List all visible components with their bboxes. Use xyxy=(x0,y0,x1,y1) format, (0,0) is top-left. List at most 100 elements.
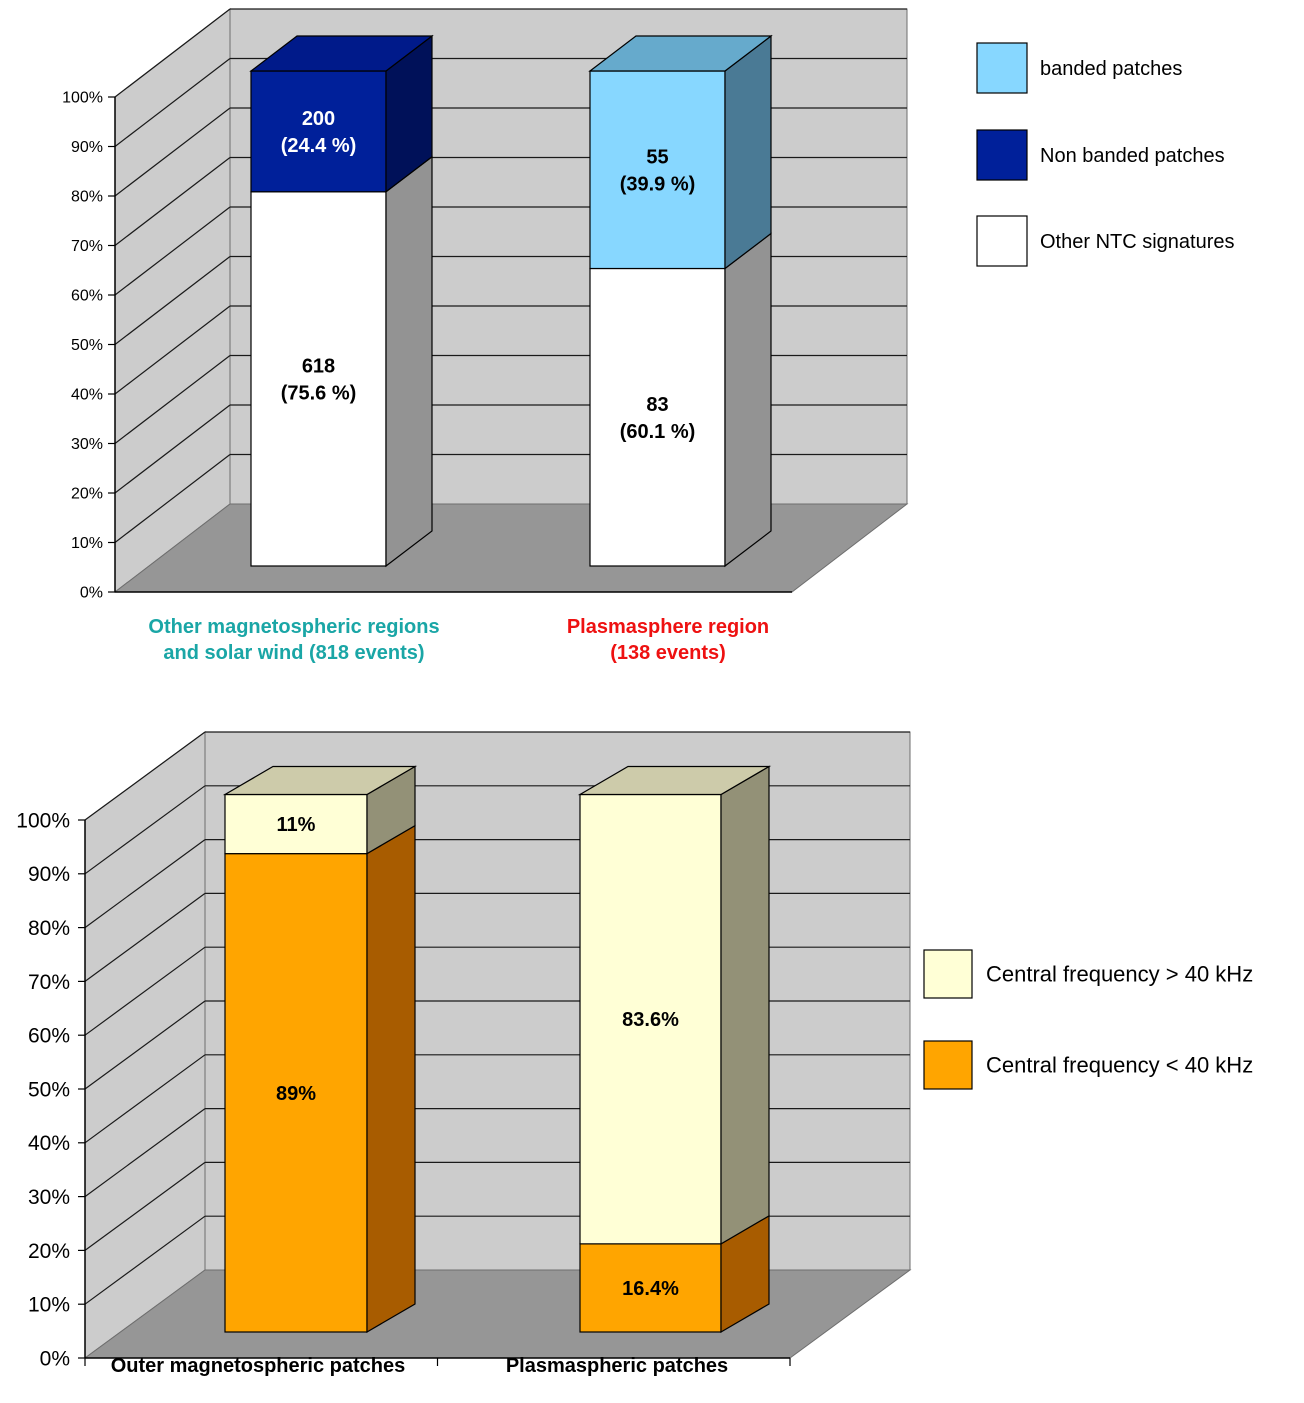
gridline-side xyxy=(114,355,231,444)
legend-item: Central frequency > 40 kHz xyxy=(923,949,1253,999)
bar-1: 89% 11% xyxy=(222,765,418,1334)
gridline-side xyxy=(114,107,231,197)
bar-segment-side xyxy=(724,34,772,270)
y-tick-label: 0% xyxy=(80,585,103,602)
y-tick-label: 60% xyxy=(71,288,103,305)
data-label: 83.6% xyxy=(622,1009,679,1031)
y-tick-label: 80% xyxy=(28,917,70,940)
y-tick-label: 10% xyxy=(71,535,103,552)
legend-swatch xyxy=(976,42,1028,94)
legend-label: banded patches xyxy=(1040,58,1182,80)
data-label: 618 (75.6 %) xyxy=(281,355,357,404)
legend-item: Non banded patches xyxy=(976,129,1225,181)
gridline-side xyxy=(114,206,231,296)
bar-segment-face xyxy=(224,853,368,1333)
legend: banded patches Non banded patches Other NT… xyxy=(976,42,1235,267)
bar-segment-face xyxy=(589,267,726,567)
gridline-side xyxy=(84,1161,206,1251)
category-label: Plasmaspheric patches xyxy=(506,1355,728,1377)
gridline-side xyxy=(114,305,231,395)
bar-top xyxy=(588,35,773,72)
data-label: 55 (39.9 %) xyxy=(620,146,696,195)
legend-label: Central frequency < 40 kHz xyxy=(986,1053,1253,1078)
y-tick-label: 70% xyxy=(28,971,70,994)
y-tick-label: 90% xyxy=(71,139,103,156)
gridline-side xyxy=(84,1000,206,1090)
gridline-side xyxy=(84,1215,206,1305)
category-label: Outer magnetospheric patches xyxy=(111,1355,406,1377)
bar-top xyxy=(249,35,434,72)
legend-item: Central frequency < 40 kHz xyxy=(923,1040,1253,1090)
floor xyxy=(113,503,909,593)
y-tick-label: 40% xyxy=(71,387,103,404)
category-label: Plasmasphere region (138 events) xyxy=(567,616,769,664)
category-label: Other magnetospheric regions and solar wi… xyxy=(148,616,439,664)
gridline-side xyxy=(84,946,206,1036)
gridline-side xyxy=(114,404,231,494)
bar-segment-side xyxy=(366,824,416,1334)
floor xyxy=(83,1269,912,1359)
y-tick-label: 40% xyxy=(28,1132,70,1155)
bar-segment: 16.4% xyxy=(579,1214,770,1334)
bar-segment-side xyxy=(724,232,772,568)
y-tick-label: 100% xyxy=(16,809,70,832)
bar-segment: 11% xyxy=(222,765,418,855)
bar-segment-side xyxy=(385,155,433,568)
y-tick-label: 50% xyxy=(71,337,103,354)
legend-swatch xyxy=(976,129,1028,181)
bar-segment-side xyxy=(720,765,770,1245)
bar-segment: 83.6% xyxy=(577,765,772,1245)
gridline-side xyxy=(114,58,231,147)
legend-swatch xyxy=(976,215,1028,267)
legend-label: Non banded patches xyxy=(1040,145,1225,167)
bar-segment-face xyxy=(579,1243,722,1333)
gridline-side xyxy=(114,157,231,246)
bar-segment: 83 (60.1 %) xyxy=(589,232,772,568)
bar-segment-face xyxy=(250,70,387,193)
legend-item: Other NTC signatures xyxy=(976,215,1235,267)
gridline-side xyxy=(114,454,231,543)
gridline-side xyxy=(84,892,206,982)
bar-2: 16.4% 83.6% xyxy=(577,765,772,1334)
bar-top xyxy=(222,765,418,796)
gridline-side xyxy=(84,1108,206,1198)
data-label: 11% xyxy=(277,814,316,836)
y-tick-label: 20% xyxy=(71,486,103,503)
gridline-side xyxy=(84,839,206,929)
y-tick-label: 100% xyxy=(62,90,103,107)
y-tick-label: 20% xyxy=(28,1240,70,1263)
y-tick-label: 30% xyxy=(28,1186,70,1209)
bar-segment-face xyxy=(579,793,722,1245)
gridline-side xyxy=(114,256,231,345)
data-label: 89% xyxy=(276,1083,316,1105)
gridline-side xyxy=(84,1054,206,1144)
bar-segment-face xyxy=(250,191,387,567)
bar-top xyxy=(577,765,772,796)
y-tick-label: 30% xyxy=(71,436,103,453)
y-tick-label: 60% xyxy=(28,1025,70,1048)
legend-label: Central frequency > 40 kHz xyxy=(986,962,1253,987)
chart-1: 0% 10% 20% 30% 40% 50% 60% 70% 80% 90% 100% 618 (75.… xyxy=(62,7,1235,664)
y-tick-label: 90% xyxy=(28,863,70,886)
y-tick-label: 70% xyxy=(71,238,103,255)
data-label: 16.4% xyxy=(622,1278,679,1300)
data-label: 200 (24.4 %) xyxy=(281,108,357,157)
gridline-side xyxy=(84,785,206,875)
bar-segment: 200 (24.4 %) xyxy=(249,34,434,193)
legend-item: banded patches xyxy=(976,42,1182,94)
gridline-side xyxy=(84,731,206,821)
legend-swatch xyxy=(923,949,973,999)
y-tick-label: 10% xyxy=(28,1294,70,1317)
bar-segment-face xyxy=(589,70,726,270)
legend-swatch xyxy=(923,1040,973,1090)
y-tick-label: 50% xyxy=(28,1078,70,1101)
bar-segment: 618 (75.6 %) xyxy=(250,155,433,568)
bar-segment: 55 (39.9 %) xyxy=(588,34,773,270)
data-label: 83 (60.1 %) xyxy=(620,394,696,443)
bar-1: 618 (75.6 %) 200 (24.4 %) xyxy=(249,34,434,568)
bar-2: 83 (60.1 %) 55 (39.9 %) xyxy=(588,34,773,568)
chart-2: 0% 10% 20% 30% 40% 50% 60% 70% 80% 90% 100% 89% 11% 1… xyxy=(16,731,1253,1377)
y-tick-label: 80% xyxy=(71,189,103,206)
legend-label: Other NTC signatures xyxy=(1040,231,1235,253)
